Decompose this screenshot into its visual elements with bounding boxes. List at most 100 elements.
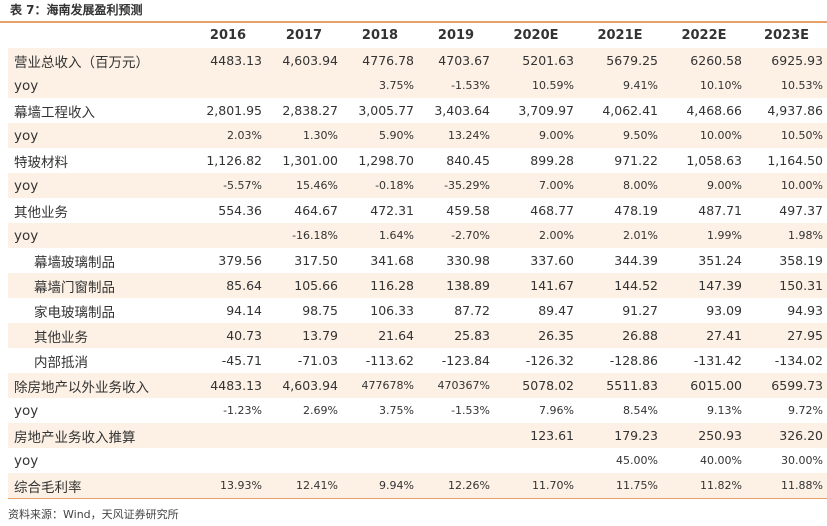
value-cell: 105.66	[266, 273, 342, 298]
value-cell	[190, 448, 266, 473]
row-label: 其他业务	[8, 323, 190, 348]
value-cell: 470367%	[418, 373, 494, 398]
value-cell: 2.03%	[190, 123, 266, 148]
value-cell: 337.60	[530, 253, 574, 268]
header-year-cell: 2016	[209, 28, 247, 43]
value-cell: -5.57%	[190, 173, 266, 198]
value-cell: 13.93%	[190, 473, 266, 499]
value-cell: 344.39	[614, 253, 658, 268]
row-label: yoy	[14, 452, 39, 469]
value-cell: 5.90%	[342, 123, 418, 148]
value-cell: -0.18%	[342, 173, 418, 198]
value-cell	[190, 423, 266, 448]
value-cell: 899.28	[530, 153, 574, 168]
value-cell: 2.01%	[578, 223, 662, 248]
row-label: 内部抵消	[34, 354, 88, 371]
value-cell	[190, 223, 266, 248]
value-cell: 5511.83	[578, 373, 662, 398]
value-cell: 89.47	[538, 303, 574, 318]
value-cell: 150.31	[746, 273, 827, 298]
row-label: 其他业务	[14, 204, 68, 221]
value-cell: 971.22	[614, 153, 658, 168]
value-cell: 4,937.86	[767, 103, 823, 118]
value-cell: -123.84	[441, 353, 490, 368]
value-cell: 9.13%	[707, 404, 742, 417]
header-year-cell: 2018	[361, 28, 399, 43]
value-cell: 3,005.77	[358, 103, 414, 118]
value-cell: 1.99%	[662, 223, 746, 248]
value-cell: 4703.67	[418, 48, 494, 73]
value-cell: 179.23	[578, 423, 662, 448]
value-cell: 45.00%	[616, 454, 658, 467]
value-cell: 5201.63	[494, 48, 578, 73]
value-cell: 459.58	[446, 203, 490, 218]
row-label: 营业总收入（百万元）	[8, 48, 190, 73]
value-cell: -1.53%	[418, 73, 494, 98]
value-cell: -1.53%	[451, 404, 490, 417]
value-cell	[266, 448, 342, 473]
value-cell: 94.14	[226, 303, 262, 318]
row-label: 除房地产以外业务收入	[8, 373, 190, 398]
value-cell: 123.61	[494, 423, 578, 448]
value-cell: -35.29%	[418, 173, 494, 198]
value-cell: 6260.58	[662, 48, 746, 73]
value-cell: 141.67	[494, 273, 578, 298]
header-label-cell	[8, 23, 190, 48]
value-cell: 9.94%	[342, 473, 418, 499]
table-row: yoy 45.00% 40.00% 30.00%	[8, 448, 827, 473]
table-row: 综合毛利率 13.93% 12.41% 9.94% 12.26% 11.70% 11.75%…	[8, 473, 827, 499]
value-cell: 9.50%	[578, 123, 662, 148]
value-cell: 317.50	[294, 253, 338, 268]
value-cell: 10.00%	[662, 123, 746, 148]
header-row: 2016 2017 2018 2019 2020E 2021E 2022E 2023E	[8, 23, 827, 48]
value-cell: 7.00%	[494, 173, 578, 198]
value-cell: 1,298.70	[358, 153, 414, 168]
value-cell: -1.23%	[223, 404, 262, 417]
value-cell: 5078.02	[494, 373, 578, 398]
table-row: yoy -5.57% 15.46% -0.18% -35.29% 7.00% 8.00% 9.…	[8, 173, 827, 198]
value-cell: 1.98%	[746, 223, 827, 248]
value-cell: 12.26%	[418, 473, 494, 499]
value-cell: -2.70%	[418, 223, 494, 248]
value-cell: 9.41%	[578, 73, 662, 98]
value-cell	[342, 448, 418, 473]
value-cell: 379.56	[218, 253, 262, 268]
value-cell: 554.36	[218, 203, 262, 218]
value-cell: 358.19	[779, 253, 823, 268]
value-cell	[418, 423, 494, 448]
value-cell: -45.71	[221, 353, 262, 368]
value-cell: 341.68	[370, 253, 414, 268]
table-row: 其他业务 554.36 464.67 472.31 459.58 468.77 478.19…	[8, 198, 827, 223]
table-row: 幕墙门窗制品 85.64 105.66 116.28 138.89 141.67 144.5…	[8, 273, 827, 298]
value-cell	[342, 423, 418, 448]
value-cell: 351.24	[698, 253, 742, 268]
value-cell: 487.71	[698, 203, 742, 218]
value-cell: 6599.73	[746, 373, 827, 398]
value-cell: 25.83	[418, 323, 494, 348]
row-label: 幕墙门窗制品	[8, 273, 190, 298]
value-cell: 21.64	[342, 323, 418, 348]
value-cell: 1,058.63	[686, 153, 742, 168]
table-row: 特玻材料 1,126.82 1,301.00 1,298.70 840.45 899.28…	[8, 148, 827, 173]
value-cell: 15.46%	[266, 173, 342, 198]
header-year-cell: 2021E	[597, 28, 643, 43]
table-row: 其他业务 40.73 13.79 21.64 25.83 26.35 26.88 27.41 2…	[8, 323, 827, 348]
value-cell: 326.20	[746, 423, 827, 448]
value-cell: -113.62	[365, 353, 414, 368]
value-cell: 3,709.97	[518, 103, 574, 118]
value-cell: 3,403.64	[434, 103, 490, 118]
value-cell: 497.37	[779, 203, 823, 218]
value-cell: 5679.25	[578, 48, 662, 73]
value-cell: 250.93	[662, 423, 746, 448]
table-row: 幕墙工程收入 2,801.95 2,838.27 3,005.77 3,403.64 3,…	[8, 98, 827, 123]
value-cell: 2.69%	[303, 404, 338, 417]
value-cell	[190, 73, 266, 98]
row-label: yoy	[14, 402, 39, 419]
value-cell	[266, 73, 342, 98]
value-cell: 40.73	[190, 323, 266, 348]
table-row: 内部抵消 -45.71 -71.03 -113.62 -123.84 -126.32 -12…	[8, 348, 827, 373]
row-label: yoy	[8, 173, 190, 198]
value-cell: 330.98	[446, 253, 490, 268]
value-cell	[418, 448, 494, 473]
value-cell: 94.93	[787, 303, 823, 318]
